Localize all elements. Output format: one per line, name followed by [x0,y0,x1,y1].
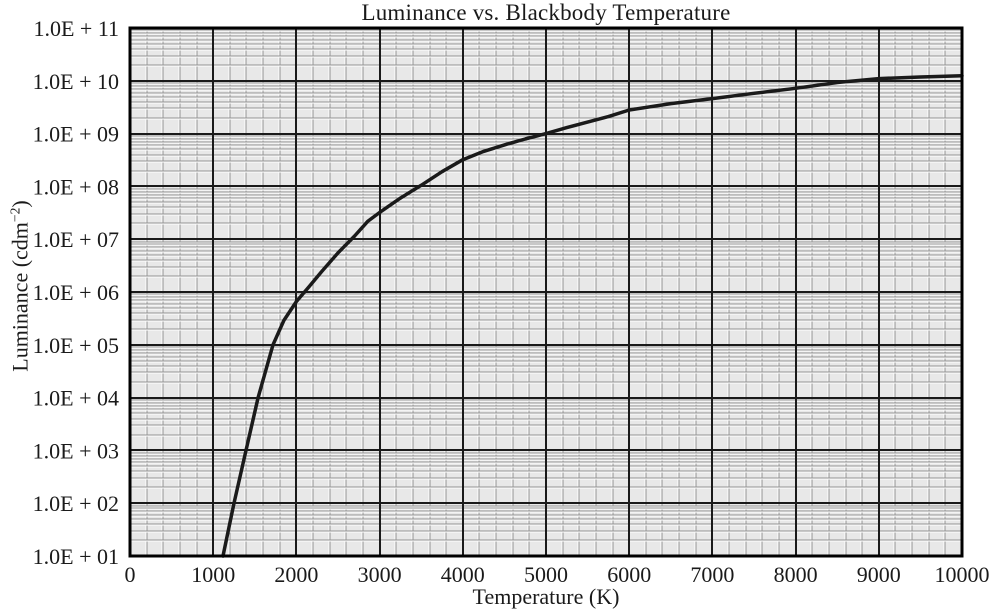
x-tick-label-6000: 6000 [607,562,651,587]
y-tick-label-1e3: 1.0E + 03 [33,438,119,463]
luminance-curve [221,73,964,558]
y-tick-label-1e2: 1.0E + 02 [33,491,119,516]
y-tick-label-1e9: 1.0E + 09 [33,122,119,147]
y-tick-label-1e1: 1.0E + 01 [33,544,119,569]
x-tick-label-10000: 10000 [935,562,990,587]
x-axis-title: Temperature (K) [472,584,620,609]
y-axis-title: Luminance (cdm−2) [7,200,33,372]
y-tick-label-1e11: 1.0E + 11 [33,16,119,41]
plot-border [128,26,964,558]
x-tick-label-7000: 7000 [690,562,734,587]
x-tick-label-2000: 2000 [274,562,318,587]
y-tick-label-1e6: 1.0E + 06 [33,280,119,305]
y-axis-title-exponent: −2 [7,207,23,223]
major-gridlines [130,28,962,556]
y-axis-title-text: Luminance (cdm [7,222,33,372]
x-tick-label-8000: 8000 [774,562,818,587]
x-tick-label-4000: 4000 [441,562,485,587]
y-tick-label-1e8: 1.0E + 08 [33,174,119,199]
y-tick-label-1e7: 1.0E + 07 [33,227,119,252]
x-tick-label-0: 0 [125,562,136,587]
x-tick-label-1000: 1000 [191,562,235,587]
y-tick-label-1e10: 1.0E + 10 [33,69,119,94]
y-tick-label-1e4: 1.0E + 04 [33,386,119,411]
x-tick-label-3000: 3000 [358,562,402,587]
y-tick-label-1e5: 1.0E + 05 [33,333,119,358]
chart-title: Luminance vs. Blackbody Temperature [361,0,731,25]
x-tick-label-5000: 5000 [524,562,568,587]
y-axis-title-close: ) [7,200,33,208]
x-tick-label-9000: 9000 [857,562,901,587]
